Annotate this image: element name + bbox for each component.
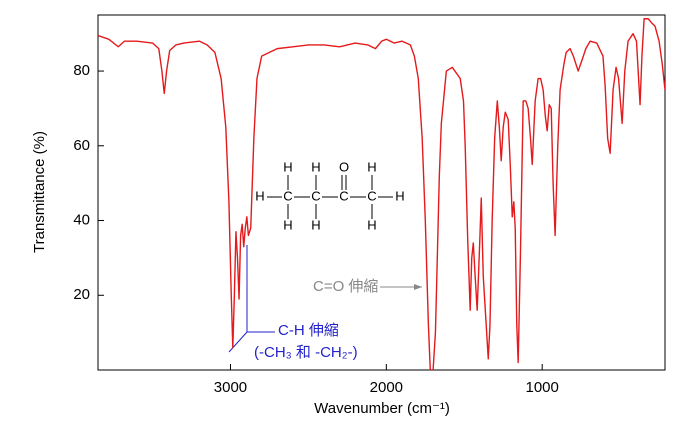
atom: H (367, 159, 376, 174)
y-tick-label: 60 (73, 137, 90, 154)
y-tick-label: 20 (73, 286, 90, 303)
spectrum-line (98, 18, 665, 370)
atom: C (339, 188, 348, 203)
atom: C (311, 188, 320, 203)
atom: H (311, 159, 320, 174)
molecule-bonds (267, 175, 393, 219)
atom: C (283, 188, 292, 203)
y-axis-label: Transmittance (%) (31, 131, 48, 253)
atom: H (311, 217, 320, 232)
atom: H (255, 188, 264, 203)
ch-bracket (228, 245, 275, 353)
y-tick-label: 40 (73, 211, 90, 228)
annotation: C-H 伸縮 (278, 322, 339, 339)
atom: H (283, 159, 292, 174)
atom: O (339, 159, 349, 174)
x-tick-label: 1000 (525, 379, 558, 396)
atom: H (395, 188, 404, 203)
x-axis-label: Wavenumber (cm⁻¹) (314, 400, 450, 417)
y-tick-label: 80 (73, 62, 90, 79)
annotation: (-CH₃ 和 -CH₂-) (254, 344, 358, 361)
annotation: C=O 伸縮 (313, 278, 378, 295)
x-tick-label: 3000 (214, 379, 247, 396)
atom: H (367, 217, 376, 232)
x-tick-label: 2000 (370, 379, 403, 396)
plot-frame (97, 14, 666, 371)
atom: H (283, 217, 292, 232)
atom: C (367, 188, 376, 203)
